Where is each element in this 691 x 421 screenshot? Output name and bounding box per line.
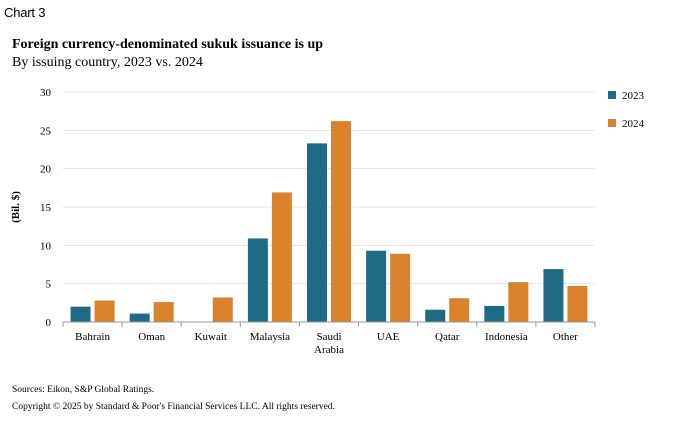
x-tick-label: UAE: [377, 331, 400, 343]
legend: 2023 2024: [608, 90, 645, 130]
bar-2024-3: [271, 192, 292, 322]
bar-2024-0: [94, 300, 115, 322]
bar-2024-7: [508, 282, 529, 322]
source-note: Sources: Eikon, S&P Global Ratings.: [12, 385, 155, 395]
x-tick-label: Qatar: [435, 331, 460, 343]
x-tick-label: Malaysia: [250, 331, 290, 343]
legend-label-2024: 2024: [622, 118, 645, 130]
chart-subtitle: By issuing country, 2023 vs. 2024: [12, 55, 203, 70]
y-tick-label: 25: [40, 125, 52, 137]
bars: [70, 121, 588, 322]
bar-2023-1: [129, 313, 150, 322]
bar-2023-3: [247, 238, 268, 322]
bar-2023-0: [70, 306, 91, 322]
axes: 0 5 10 15 20 25 30 (Bil. $) Bahrain Oman Kuwait Mal…: [10, 87, 596, 356]
x-tick-label: Other: [553, 331, 578, 343]
x-tick-label: Saudi Arabia: [314, 331, 344, 356]
chart-title: Foreign currency-denominated sukuk issua…: [12, 37, 324, 52]
legend-swatch-2023: [608, 91, 616, 99]
bar-2023-6: [425, 309, 446, 322]
bar-2024-2: [212, 297, 233, 322]
bar-2024-4: [331, 121, 351, 322]
bar-2024-8: [567, 285, 588, 322]
legend-label-2023: 2023: [622, 90, 645, 102]
bar-2023-8: [543, 269, 564, 322]
chart-number: Chart 3: [4, 5, 46, 20]
legend-swatch-2024: [608, 119, 616, 127]
bar-2023-4: [307, 143, 327, 322]
bar-2024-5: [390, 253, 411, 322]
y-tick-label: 15: [40, 202, 52, 214]
bar-2024-6: [449, 298, 470, 322]
bar-2024-1: [153, 302, 174, 322]
y-axis-label: (Bil. $): [10, 191, 22, 223]
y-tick-label: 20: [40, 164, 52, 176]
y-tick-label: 5: [46, 279, 52, 291]
x-tick-label: Indonesia: [485, 331, 528, 343]
y-tick-label: 10: [40, 240, 52, 252]
x-tick-label: Oman: [138, 331, 165, 343]
gridlines: [63, 91, 595, 285]
x-tick-label: Kuwait: [195, 331, 227, 343]
y-tick-label: 30: [40, 87, 52, 99]
y-tick-label: 0: [46, 317, 52, 329]
copyright-note: Copyright © 2025 by Standard & Poor's Fi…: [12, 402, 335, 412]
bar-2023-5: [366, 250, 387, 322]
x-tick-label: Bahrain: [75, 331, 110, 343]
bar-2023-7: [484, 305, 505, 322]
